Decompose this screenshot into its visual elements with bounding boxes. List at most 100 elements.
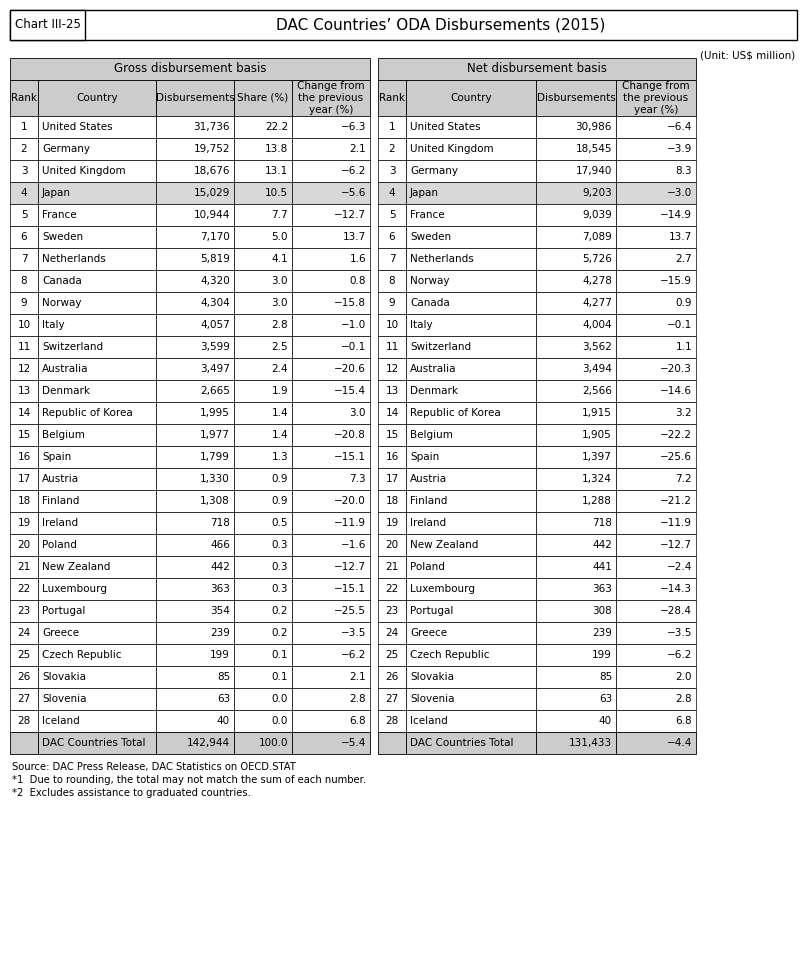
Text: Luxembourg: Luxembourg [410, 584, 475, 594]
Bar [234, 490, 292, 512]
Bar [234, 160, 292, 182]
Bar [378, 446, 406, 468]
Bar [378, 666, 406, 688]
Text: −20.8: −20.8 [334, 430, 366, 440]
Text: 3.2: 3.2 [675, 408, 692, 418]
Bar [406, 226, 536, 248]
Text: 4.1: 4.1 [271, 254, 288, 264]
Bar [536, 160, 616, 182]
Bar [292, 644, 370, 666]
Bar [234, 666, 292, 688]
Text: 10.5: 10.5 [265, 188, 288, 198]
Text: 3: 3 [21, 166, 27, 176]
Text: Spain: Spain [410, 452, 439, 462]
Text: Iceland: Iceland [410, 716, 448, 726]
Text: Net disbursement basis: Net disbursement basis [467, 62, 607, 75]
Bar [10, 138, 38, 160]
Text: 85: 85 [599, 672, 612, 682]
Bar [378, 402, 406, 424]
Text: 5,726: 5,726 [582, 254, 612, 264]
Text: 5: 5 [389, 210, 395, 220]
Bar [378, 512, 406, 534]
Bar [406, 710, 536, 732]
Text: 17,940: 17,940 [575, 166, 612, 176]
Bar [406, 446, 536, 468]
Text: 10: 10 [18, 320, 31, 330]
Text: Luxembourg: Luxembourg [42, 584, 107, 594]
Bar [292, 556, 370, 578]
Bar [234, 732, 292, 754]
Bar [10, 336, 38, 358]
Text: 3.0: 3.0 [349, 408, 366, 418]
Bar [156, 490, 234, 512]
Text: United Kingdom: United Kingdom [410, 144, 494, 154]
Text: 26: 26 [18, 672, 31, 682]
Bar [10, 622, 38, 644]
Text: 2.7: 2.7 [675, 254, 692, 264]
Bar [406, 534, 536, 556]
Bar [156, 578, 234, 600]
Bar [10, 732, 38, 754]
Text: 6: 6 [21, 232, 27, 242]
Bar [616, 578, 696, 600]
Bar [406, 644, 536, 666]
Text: United Kingdom: United Kingdom [42, 166, 126, 176]
Bar [38, 710, 156, 732]
Bar [292, 80, 370, 116]
Text: Sweden: Sweden [42, 232, 83, 242]
Bar [10, 666, 38, 688]
Text: 16: 16 [386, 452, 399, 462]
Bar [616, 226, 696, 248]
Text: 3,599: 3,599 [200, 342, 230, 352]
Bar [156, 248, 234, 270]
Text: Share (%): Share (%) [237, 93, 289, 103]
Bar [38, 490, 156, 512]
Text: 1,397: 1,397 [582, 452, 612, 462]
Bar [406, 732, 536, 754]
Bar [234, 292, 292, 314]
Text: Netherlands: Netherlands [410, 254, 474, 264]
Text: Italy: Italy [410, 320, 433, 330]
Text: DAC Countries’ ODA Disbursements (2015): DAC Countries’ ODA Disbursements (2015) [276, 17, 606, 32]
Bar [292, 468, 370, 490]
Bar [378, 380, 406, 402]
Bar [234, 556, 292, 578]
Text: 13.7: 13.7 [669, 232, 692, 242]
Text: Spain: Spain [42, 452, 71, 462]
Text: 4,278: 4,278 [582, 276, 612, 286]
Bar [292, 688, 370, 710]
Bar [536, 710, 616, 732]
Bar [156, 534, 234, 556]
Text: Iceland: Iceland [42, 716, 80, 726]
Bar [378, 160, 406, 182]
Text: 4: 4 [389, 188, 395, 198]
Text: −14.9: −14.9 [660, 210, 692, 220]
Text: 354: 354 [210, 606, 230, 616]
Text: 441: 441 [592, 562, 612, 572]
Text: 22: 22 [386, 584, 399, 594]
Bar [406, 248, 536, 270]
Text: 7: 7 [21, 254, 27, 264]
Text: 11: 11 [18, 342, 31, 352]
Bar [234, 314, 292, 336]
Bar [234, 468, 292, 490]
Bar [616, 666, 696, 688]
Bar [156, 622, 234, 644]
Text: 2,566: 2,566 [582, 386, 612, 396]
Text: −1.0: −1.0 [341, 320, 366, 330]
Text: 24: 24 [18, 628, 31, 638]
Text: Poland: Poland [42, 540, 77, 550]
Text: 14: 14 [386, 408, 399, 418]
Bar [292, 446, 370, 468]
Text: 2.4: 2.4 [271, 364, 288, 374]
Text: 15: 15 [386, 430, 399, 440]
Text: 1.4: 1.4 [271, 430, 288, 440]
Text: 17: 17 [386, 474, 399, 484]
Text: Japan: Japan [42, 188, 71, 198]
Bar [38, 336, 156, 358]
Text: 0.3: 0.3 [271, 562, 288, 572]
Bar [406, 336, 536, 358]
Bar [536, 732, 616, 754]
Bar [378, 336, 406, 358]
Bar [292, 578, 370, 600]
